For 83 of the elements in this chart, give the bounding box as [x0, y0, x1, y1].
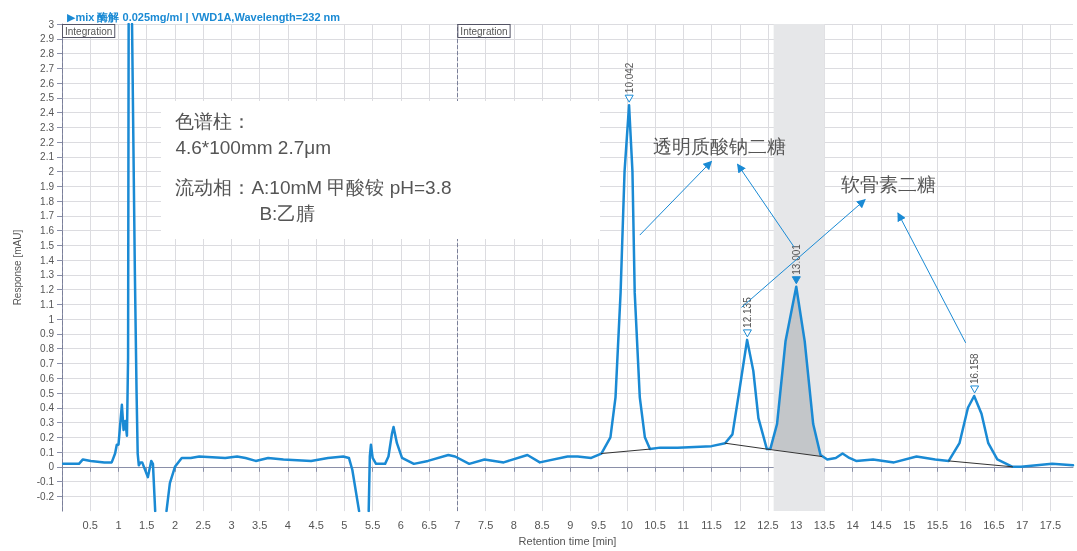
- annotation: B:乙腈: [258, 201, 317, 226]
- x-tick-label: 5.5: [364, 518, 381, 531]
- x-tick-label: 9.5: [590, 518, 607, 531]
- y-tick-label: 2.5: [40, 92, 55, 104]
- x-tick-label: 4: [284, 518, 291, 531]
- annotation: 10.042: [623, 62, 635, 94]
- ref-line-label: Integration: [460, 25, 508, 37]
- x-tick-label: 6: [397, 518, 404, 531]
- x-tick-label: 2.5: [195, 518, 211, 531]
- x-tick-label: 15: [903, 518, 916, 531]
- y-tick-label: 1.3: [40, 269, 55, 281]
- x-tick-label: 3.5: [252, 518, 268, 531]
- y-tick-label: 2.8: [40, 48, 55, 60]
- y-tick-label: 1.9: [40, 180, 55, 192]
- annotation: 4.6*100mm 2.7μm: [175, 135, 333, 160]
- x-tick-label: 8.5: [534, 518, 550, 531]
- x-tick-label: 1: [115, 518, 122, 531]
- annotation: 色谱柱：: [175, 109, 253, 134]
- x-tick-label: 5: [341, 518, 348, 531]
- chart-title: ▶mix 酶解 0.025mg/ml | VWD1A,Wavelength=232 nm: [67, 10, 341, 23]
- y-tick-label: 2.9: [40, 33, 55, 45]
- y-tick-label: 2.1: [40, 151, 55, 163]
- y-tick-label: 2: [48, 166, 55, 178]
- y-tick-label: 0.7: [40, 357, 55, 369]
- x-tick-label: 17: [1016, 518, 1029, 531]
- annotation: 透明质酸钠二糖: [652, 134, 786, 159]
- y-tick-label: 2.2: [40, 136, 55, 148]
- x-tick-label: 10.5: [644, 518, 666, 531]
- y-tick-label: 1.2: [40, 284, 55, 296]
- x-tick-label: 13: [790, 518, 803, 531]
- x-tick-label: 16.5: [983, 518, 1005, 531]
- x-tick-label: 14.5: [870, 518, 892, 531]
- annotation: 软骨素二糖: [841, 172, 937, 197]
- x-tick-label: 9: [567, 518, 574, 531]
- y-tick-label: 0.9: [40, 328, 55, 340]
- y-tick-label: 1.4: [40, 254, 55, 266]
- y-tick-label: 0.5: [40, 387, 55, 399]
- ref-line-label: Integration: [65, 25, 113, 37]
- annotation: 16.158: [969, 352, 981, 384]
- y-tick-label: 1: [48, 313, 55, 325]
- x-tick-label: 7: [454, 518, 461, 531]
- x-tick-label: 13.5: [813, 518, 836, 531]
- x-tick-label: 8: [510, 518, 517, 531]
- y-tick-label: 2.6: [40, 77, 55, 89]
- y-tick-label: 0.2: [40, 431, 55, 443]
- y-tick-label: 0: [48, 461, 55, 473]
- y-tick-label: 1.8: [40, 195, 55, 207]
- x-tick-label: 4.5: [308, 518, 324, 531]
- x-tick-label: 16: [959, 518, 972, 531]
- x-axis-title: Retention time [min]: [518, 534, 617, 547]
- x-tick-label: 14: [846, 518, 859, 531]
- y-tick-label: 1.7: [40, 210, 55, 222]
- x-tick-label: 12.5: [757, 518, 779, 531]
- y-tick-label: 2.3: [40, 121, 55, 133]
- x-tick-label: 17.5: [1039, 518, 1062, 531]
- x-tick-label: 6.5: [421, 518, 437, 531]
- y-tick-label: 0.4: [40, 402, 55, 414]
- x-tick-label: 11: [677, 518, 689, 531]
- y-tick-label: -0.1: [36, 476, 55, 488]
- y-axis-title: Response [mAU]: [11, 229, 23, 306]
- x-tick-label: 0.5: [82, 518, 98, 531]
- y-tick-label: 2.4: [40, 107, 55, 119]
- y-tick-label: 0.8: [40, 343, 55, 355]
- annotation: 13.001: [790, 243, 802, 275]
- y-tick-label: 1.1: [40, 298, 55, 310]
- y-tick-label: 0.6: [40, 372, 55, 384]
- y-tick-label: -0.2: [36, 490, 55, 502]
- x-tick-label: 15.5: [926, 518, 949, 531]
- x-tick-label: 11.5: [701, 518, 722, 531]
- y-tick-label: 1.6: [40, 225, 55, 237]
- y-tick-label: 0.1: [40, 446, 55, 458]
- y-tick-label: 1.5: [40, 239, 55, 251]
- x-tick-label: 7.5: [477, 518, 494, 531]
- x-tick-label: 2: [171, 518, 179, 531]
- x-tick-label: 12: [733, 518, 746, 531]
- y-tick-label: 2.7: [40, 62, 55, 74]
- x-tick-label: 3: [228, 518, 235, 531]
- annotation: 流动相：A:10mM 甲酸铵 pH=3.8: [175, 175, 453, 200]
- y-tick-label: 0.3: [40, 417, 55, 429]
- x-tick-label: 10: [620, 518, 633, 531]
- annotation: 12.135: [741, 296, 753, 328]
- y-tick-label: 3: [48, 18, 55, 30]
- x-tick-label: 1.5: [139, 518, 155, 531]
